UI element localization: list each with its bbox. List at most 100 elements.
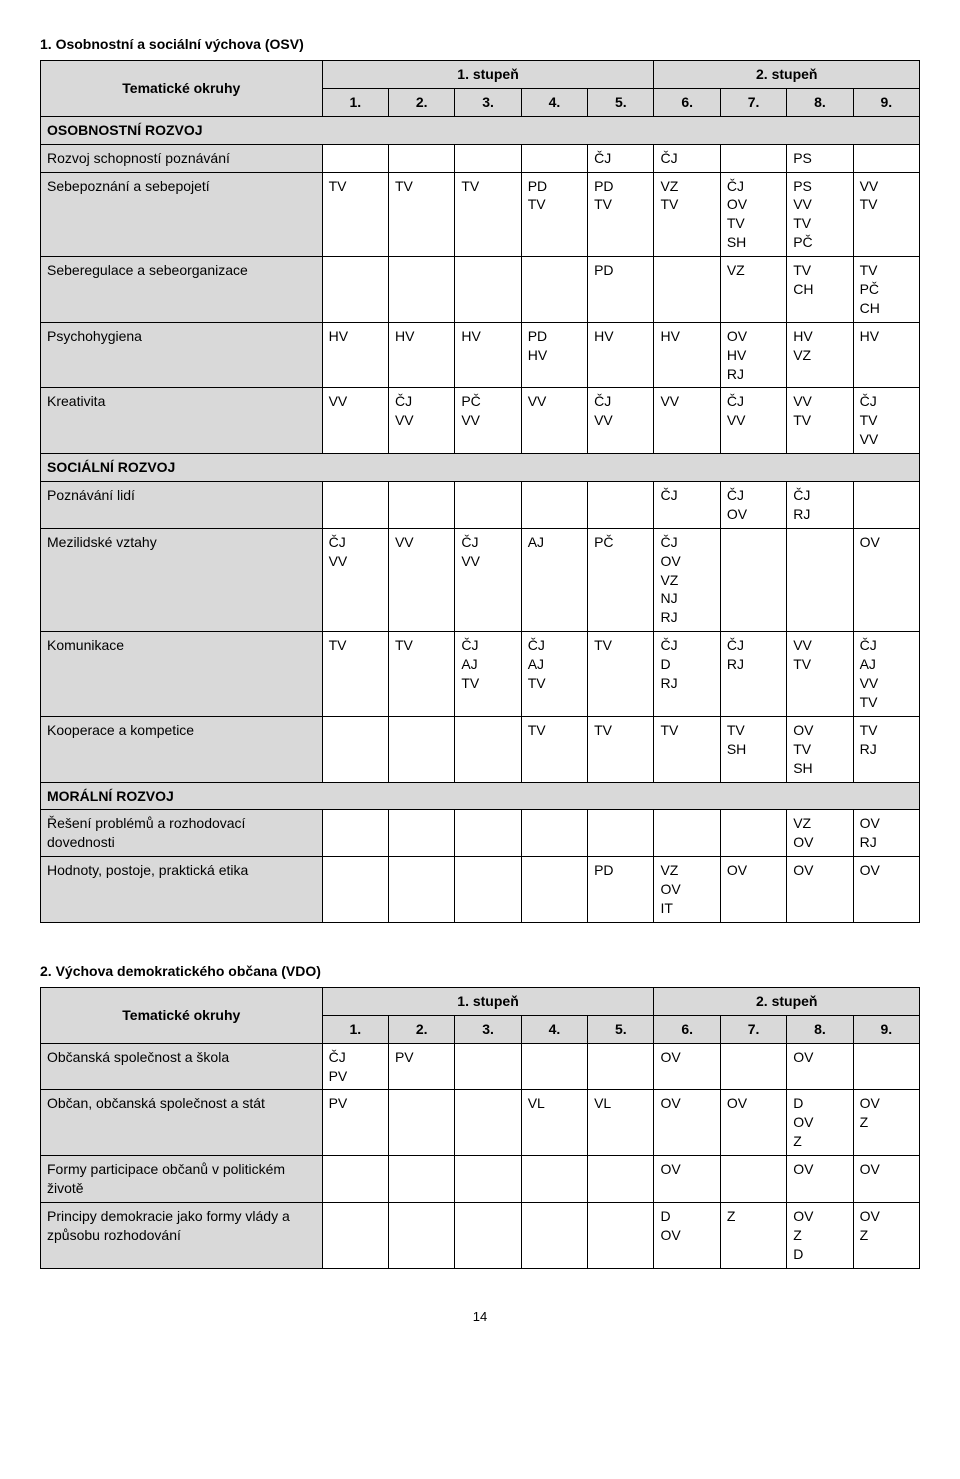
cell: VV xyxy=(388,528,454,631)
cell xyxy=(388,144,454,172)
row-label: Formy participace občanů v politickém ži… xyxy=(41,1156,323,1203)
cell xyxy=(322,1202,388,1268)
cell: PČ xyxy=(588,528,654,631)
cell: OV xyxy=(787,1043,853,1090)
coln2-7: 7. xyxy=(720,1015,786,1043)
cell xyxy=(455,1156,521,1203)
cell xyxy=(455,482,521,529)
row-label: Kooperace a kompetice xyxy=(41,716,323,782)
cell: ČJ AJ TV xyxy=(521,632,587,717)
cell xyxy=(521,482,587,529)
row-header-label-2: Tematické okruhy xyxy=(41,987,323,1043)
cell: HV xyxy=(388,322,454,388)
coln-9: 9. xyxy=(853,88,919,116)
coln-4: 4. xyxy=(521,88,587,116)
coln2-2: 2. xyxy=(388,1015,454,1043)
cell: ČJ VV xyxy=(322,528,388,631)
cell: PD xyxy=(588,857,654,923)
cell xyxy=(388,1090,454,1156)
cell: VV xyxy=(521,388,587,454)
cell xyxy=(588,1156,654,1203)
cell xyxy=(322,1156,388,1203)
cell: OV Z xyxy=(853,1090,919,1156)
cell: ČJ VV xyxy=(588,388,654,454)
row-label: Mezilidské vztahy xyxy=(41,528,323,631)
cell: HV xyxy=(588,322,654,388)
cell xyxy=(388,1202,454,1268)
cell: PČ VV xyxy=(455,388,521,454)
row-label: Poznávání lidí xyxy=(41,482,323,529)
cell xyxy=(388,257,454,323)
stupnice-b-2: 2. stupeň xyxy=(654,987,920,1015)
cell xyxy=(322,144,388,172)
cell: ČJ RJ xyxy=(787,482,853,529)
table-2-wrap: Tematické okruhy 1. stupeň 2. stupeň 1. … xyxy=(40,987,920,1269)
section-1: OSOBNOSTNÍ ROZVOJ xyxy=(41,116,920,144)
cell xyxy=(588,810,654,857)
cell: TV PČ CH xyxy=(853,257,919,323)
cell xyxy=(455,810,521,857)
cell: HV xyxy=(654,322,720,388)
cell: TV xyxy=(588,632,654,717)
cell: OV xyxy=(654,1043,720,1090)
cell xyxy=(521,1043,587,1090)
cell: VZ TV xyxy=(654,172,720,257)
cell xyxy=(654,257,720,323)
cell xyxy=(455,144,521,172)
coln2-1: 1. xyxy=(322,1015,388,1043)
row-label: Řešení problémů a rozhodovací dovednosti xyxy=(41,810,323,857)
cell: ČJ TV VV xyxy=(853,388,919,454)
cell: ČJ VV xyxy=(720,388,786,454)
cell xyxy=(388,482,454,529)
cell: OV xyxy=(654,1090,720,1156)
stupnice-b: 2. stupeň xyxy=(654,61,920,89)
cell: ČJ OV TV SH xyxy=(720,172,786,257)
row-label: Principy demokracie jako formy vlády a z… xyxy=(41,1202,323,1268)
cell: ČJ xyxy=(654,144,720,172)
cell: ČJ xyxy=(654,482,720,529)
cell: ČJ AJ VV TV xyxy=(853,632,919,717)
row-header-label: Tematické okruhy xyxy=(41,61,323,117)
cell xyxy=(787,528,853,631)
row-label: Seberegulace a sebeorganizace xyxy=(41,257,323,323)
cell: ČJ PV xyxy=(322,1043,388,1090)
cell xyxy=(853,1043,919,1090)
cell: OV xyxy=(654,1156,720,1203)
cell: OV HV RJ xyxy=(720,322,786,388)
cell xyxy=(654,810,720,857)
cell: OV xyxy=(853,1156,919,1203)
section-3: MORÁLNÍ ROZVOJ xyxy=(41,782,920,810)
cell: ČJ OV xyxy=(720,482,786,529)
cell: OV xyxy=(787,1156,853,1203)
cell: OV Z D xyxy=(787,1202,853,1268)
coln-6: 6. xyxy=(654,88,720,116)
cell xyxy=(455,1043,521,1090)
cell: Z xyxy=(720,1202,786,1268)
cell: D OV xyxy=(654,1202,720,1268)
cell: VV xyxy=(654,388,720,454)
row-label: Hodnoty, postoje, praktická etika xyxy=(41,857,323,923)
cell: VL xyxy=(521,1090,587,1156)
cell xyxy=(455,857,521,923)
cell: OV xyxy=(853,528,919,631)
cell: TV xyxy=(388,632,454,717)
cell: TV xyxy=(521,716,587,782)
cell: OV xyxy=(720,1090,786,1156)
section-2: SOCIÁLNÍ ROZVOJ xyxy=(41,454,920,482)
cell xyxy=(588,1043,654,1090)
coln-5: 5. xyxy=(588,88,654,116)
cell: TV RJ xyxy=(853,716,919,782)
cell: PD HV xyxy=(521,322,587,388)
cell: ČJ xyxy=(588,144,654,172)
cell: PV xyxy=(322,1090,388,1156)
cell: VV TV xyxy=(787,388,853,454)
cell: OV RJ xyxy=(853,810,919,857)
cell: TV SH xyxy=(720,716,786,782)
cell: VZ OV xyxy=(787,810,853,857)
cell xyxy=(853,482,919,529)
cell xyxy=(588,1202,654,1268)
coln-3: 3. xyxy=(455,88,521,116)
row-label: Psychohygiena xyxy=(41,322,323,388)
table-1-wrap: Tematické okruhy 1. stupeň 2. stupeň 1. … xyxy=(40,60,920,923)
cell: ČJ RJ xyxy=(720,632,786,717)
